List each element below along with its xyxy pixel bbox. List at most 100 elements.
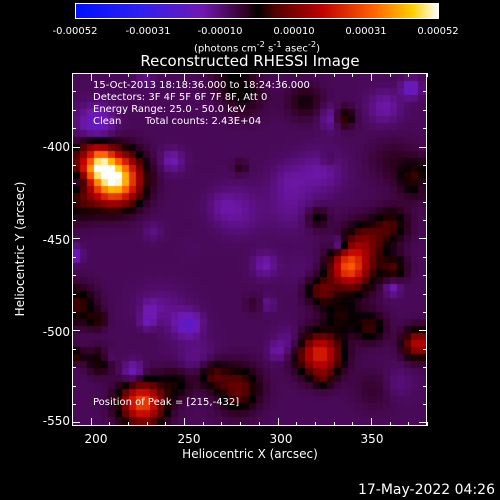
- x-tick-mark: [72, 73, 73, 77]
- date-stamp: 17-May-2022 04:26: [357, 482, 495, 498]
- x-tick-mark: [315, 73, 316, 77]
- x-tick-mark: [390, 422, 391, 426]
- x-tick-mark: [296, 73, 297, 77]
- y-tick-mark: [423, 275, 427, 276]
- x-tick-mark: [427, 422, 428, 426]
- y-tick-label: -400: [42, 140, 70, 154]
- colorbar-tick-label: 0.00010: [273, 26, 315, 37]
- x-tick-mark: [203, 73, 204, 77]
- y-tick-mark: [423, 183, 427, 184]
- y-tick-mark: [423, 91, 427, 92]
- y-tick-mark: [72, 257, 76, 258]
- y-tick-mark: [72, 386, 76, 387]
- x-tick-mark: [221, 422, 222, 426]
- peak-position: Position of Peak = [215,-432]: [93, 397, 240, 408]
- y-tick-mark: [72, 91, 76, 92]
- y-tick-mark: [72, 404, 76, 405]
- x-tick-mark: [259, 73, 260, 77]
- y-tick-mark: [423, 349, 427, 350]
- y-tick-mark: [72, 422, 80, 423]
- chart-title: Reconstructed RHESSI Image: [140, 52, 360, 70]
- x-tick-mark: [240, 73, 241, 77]
- x-tick-mark: [427, 73, 428, 77]
- x-tick-mark: [109, 73, 110, 77]
- x-tick-mark: [315, 422, 316, 426]
- x-tick-mark: [221, 73, 222, 77]
- colorbar-tick-label: -0.00031: [125, 26, 171, 37]
- x-tick-mark: [128, 422, 129, 426]
- x-tick-label: 200: [84, 432, 108, 446]
- colorbar-unit-label: (photons cm-2 s-1 asec-2): [193, 39, 321, 55]
- y-tick-mark: [419, 238, 427, 239]
- colorbar-tick-label: -0.00052: [52, 26, 98, 37]
- y-tick-mark: [72, 183, 76, 184]
- x-tick-mark: [278, 73, 279, 81]
- heatmap-image: [73, 74, 426, 425]
- energy-range: Energy Range: 25.0 - 50.0 keV: [93, 104, 246, 115]
- x-tick-mark: [165, 73, 166, 77]
- y-tick-mark: [423, 202, 427, 203]
- y-tick-mark: [72, 294, 76, 295]
- x-tick-mark: [184, 73, 185, 81]
- x-tick-mark: [128, 73, 129, 77]
- y-tick-mark: [423, 110, 427, 111]
- x-tick-mark: [390, 73, 391, 77]
- y-tick-mark: [419, 330, 427, 331]
- time-range: 15-Oct-2013 18:18:36.000 to 18:24:36.000: [93, 80, 310, 91]
- x-tick-mark: [371, 73, 372, 81]
- y-tick-mark: [72, 73, 76, 74]
- y-tick-mark: [72, 275, 76, 276]
- x-tick-mark: [259, 422, 260, 426]
- total-counts: Total counts: 2.43E+04: [145, 116, 262, 127]
- x-tick-label: 350: [360, 432, 384, 446]
- y-tick-mark: [423, 128, 427, 129]
- y-tick-mark: [72, 110, 76, 111]
- x-tick-mark: [352, 73, 353, 77]
- y-tick-mark: [72, 238, 80, 239]
- x-tick-mark: [240, 422, 241, 426]
- x-tick-mark: [371, 418, 372, 426]
- x-tick-mark: [72, 422, 73, 426]
- colorbar-tick-label: 0.00052: [417, 26, 459, 37]
- x-tick-mark: [91, 73, 92, 81]
- x-tick-mark: [334, 73, 335, 77]
- y-tick-mark: [72, 330, 80, 331]
- x-axis-label: Heliocentric X (arcsec): [182, 447, 318, 461]
- x-tick-mark: [91, 418, 92, 426]
- x-tick-mark: [408, 422, 409, 426]
- x-tick-mark: [203, 422, 204, 426]
- y-tick-mark: [423, 404, 427, 405]
- y-tick-mark: [423, 73, 427, 74]
- y-tick-label: -500: [42, 325, 70, 339]
- x-tick-mark: [165, 422, 166, 426]
- y-tick-mark: [419, 147, 427, 148]
- y-tick-mark: [423, 165, 427, 166]
- x-tick-mark: [184, 418, 185, 426]
- x-tick-mark: [147, 422, 148, 426]
- y-tick-mark: [423, 312, 427, 313]
- x-tick-label: 250: [177, 432, 201, 446]
- x-tick-label: 300: [269, 432, 293, 446]
- y-tick-mark: [72, 349, 76, 350]
- y-tick-mark: [419, 422, 427, 423]
- y-tick-mark: [423, 367, 427, 368]
- colorbar: [75, 3, 439, 19]
- y-tick-mark: [72, 220, 76, 221]
- y-tick-label: -450: [42, 233, 70, 247]
- colorbar-tick-label: -0.00010: [197, 26, 243, 37]
- x-tick-mark: [408, 73, 409, 77]
- y-tick-mark: [72, 147, 80, 148]
- y-tick-mark: [72, 128, 76, 129]
- y-tick-label: -550: [42, 414, 70, 428]
- y-tick-mark: [72, 165, 76, 166]
- detectors-info: Detectors: 3F 4F 5F 6F 7F 8F, Att 0: [93, 92, 268, 103]
- y-tick-mark: [423, 386, 427, 387]
- y-tick-mark: [72, 202, 76, 203]
- y-tick-mark: [72, 312, 76, 313]
- method-label: Clean: [93, 116, 122, 127]
- y-axis-label: Heliocentric Y (arcsec): [13, 181, 27, 317]
- x-tick-mark: [334, 422, 335, 426]
- y-tick-mark: [72, 367, 76, 368]
- y-tick-mark: [423, 257, 427, 258]
- x-tick-mark: [278, 418, 279, 426]
